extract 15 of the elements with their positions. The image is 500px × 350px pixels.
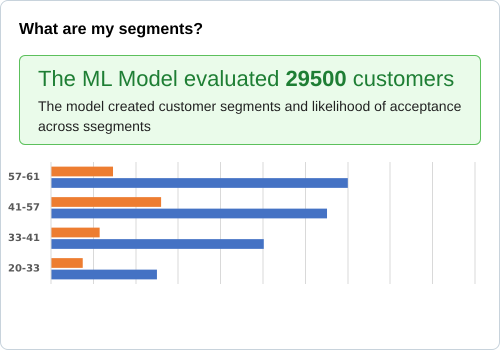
- bar: [51, 178, 348, 188]
- y-tick-label: 20-33: [8, 263, 40, 274]
- bar: [51, 208, 328, 218]
- bar: [51, 258, 83, 268]
- chart-title: What are my segments?: [19, 21, 204, 39]
- y-tick-label: 57-61: [8, 172, 40, 183]
- y-tick-label: 33-41: [8, 232, 40, 244]
- bar: [51, 166, 114, 176]
- bar: [51, 270, 157, 280]
- bar: [51, 239, 264, 249]
- bar: [51, 197, 162, 207]
- y-tick-label: 41-57: [8, 202, 40, 214]
- bar: [51, 228, 100, 238]
- text: The ML Model evaluated 29500 customers: [38, 66, 454, 91]
- text: The model created customer segments and likelihood of acceptance across ssegments: [38, 97, 462, 136]
